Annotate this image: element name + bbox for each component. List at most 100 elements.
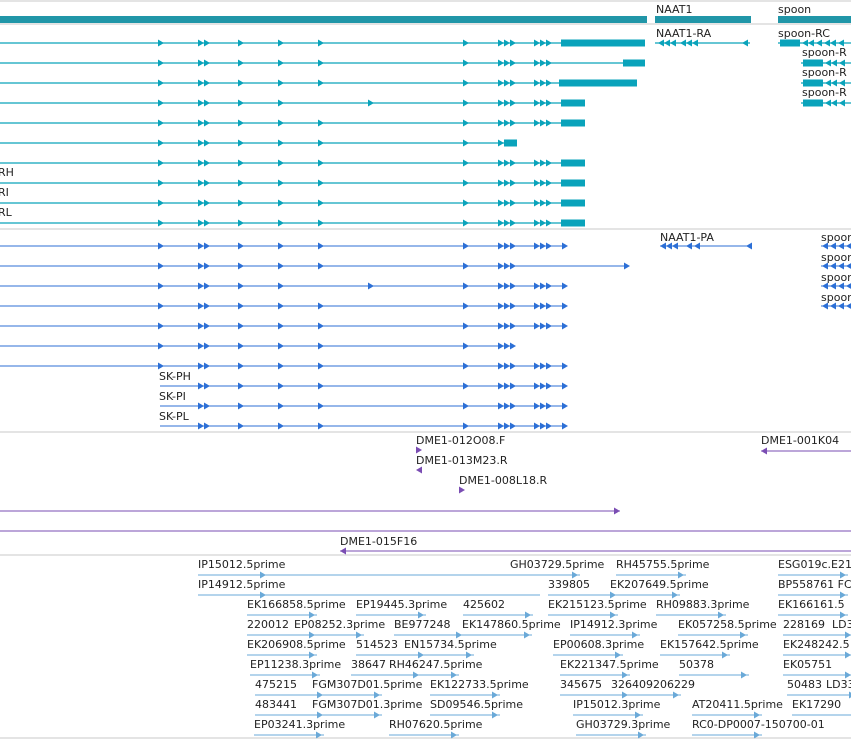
est-label[interactable]: 50483 <box>787 678 822 691</box>
est-label[interactable]: 483441 <box>255 698 297 711</box>
strand-arrow <box>534 59 540 67</box>
est-label[interactable]: IP14912.3prime <box>570 618 658 631</box>
est-label[interactable]: ESG019c.E21 <box>778 558 851 571</box>
est-label[interactable]: EP08252.3prime <box>294 618 386 631</box>
mrna-label-rl[interactable]: RL <box>0 206 12 219</box>
strand-arrow <box>463 79 469 87</box>
transcript-exon <box>561 119 585 127</box>
est-label[interactable]: GH03729.5prime <box>510 558 605 571</box>
est-label[interactable]: EK147860.5prime <box>462 618 561 631</box>
protein-label-spoon-2[interactable]: spoon <box>821 251 851 264</box>
est-label[interactable]: 345675 <box>560 678 602 691</box>
est-label[interactable]: RC0-DP0007-150700-01 <box>692 718 825 731</box>
strand-arrow <box>466 651 472 659</box>
mrna-label-spoon-r-3[interactable]: spoon-R <box>802 86 847 99</box>
est-label[interactable]: EK057258.5prime <box>678 618 777 631</box>
protein-label-spoon-4[interactable]: spoon <box>821 291 851 304</box>
mrna-label-naat1-ra[interactable]: NAAT1-RA <box>656 27 712 40</box>
strand-arrow <box>498 402 504 410</box>
est-label[interactable]: RH09883.3prime <box>656 598 750 611</box>
est-label[interactable]: EK166161.5 <box>778 598 845 611</box>
est-label[interactable]: LD3 <box>832 618 851 631</box>
strand-arrow <box>504 422 510 430</box>
est-label[interactable]: EK221347.5prime <box>560 658 659 671</box>
est-label[interactable]: EK122733.5prime <box>430 678 529 691</box>
strand-arrow <box>463 139 469 147</box>
gene-bar-spoon[interactable] <box>778 16 851 23</box>
clone-label-012o08[interactable]: DME1-012O08.F <box>416 434 506 447</box>
est-label[interactable]: 38647 <box>351 658 386 671</box>
est-label[interactable]: RH07620.5prime <box>389 718 483 731</box>
est-label[interactable]: EK207649.5prime <box>610 578 709 591</box>
est-label[interactable]: EP11238.3prime <box>250 658 342 671</box>
gene-label-naat1[interactable]: NAAT1 <box>656 3 693 16</box>
est-label[interactable]: LD33 <box>826 678 851 691</box>
strand-arrow <box>318 342 324 350</box>
mrna-label-spoon-r-1[interactable]: spoon-R <box>802 46 847 59</box>
est-label[interactable]: EK157642.5prime <box>660 638 759 651</box>
strand-arrow <box>368 282 374 290</box>
strand-arrow <box>510 342 516 350</box>
est-label[interactable]: EK05751 <box>783 658 833 671</box>
clone-label-008l18[interactable]: DME1-008L18.R <box>459 474 548 487</box>
strand-arrow <box>534 382 540 390</box>
est-label[interactable]: GH03729.3prime <box>576 718 671 731</box>
strand-arrow <box>534 422 540 430</box>
protein-label-sk-pl[interactable]: SK-PL <box>159 410 189 423</box>
est-label[interactable]: 339805 <box>548 578 590 591</box>
strand-arrow <box>492 711 498 719</box>
est-label[interactable]: 228169 <box>783 618 825 631</box>
strand-arrow <box>660 242 666 250</box>
est-label[interactable]: 475215 <box>255 678 297 691</box>
mrna-label-spoon-r-2[interactable]: spoon-R <box>802 66 847 79</box>
est-label[interactable]: IP15012.5prime <box>198 558 286 571</box>
est-label[interactable]: EK17290 <box>792 698 842 711</box>
mrna-label-rh[interactable]: RH <box>0 166 14 179</box>
gene-label-spoon[interactable]: spoon <box>778 3 812 16</box>
est-label[interactable]: 425602 <box>463 598 505 611</box>
protein-label-sk-ph[interactable]: SK-PH <box>159 370 191 383</box>
protein-label-spoon-3[interactable]: spoon <box>821 271 851 284</box>
strand-arrow <box>463 362 469 370</box>
gene-bar-left[interactable] <box>0 16 647 23</box>
est-label[interactable]: 326409206229 <box>611 678 695 691</box>
est-label[interactable]: EK206908.5prime <box>247 638 346 651</box>
clone-label-013m23[interactable]: DME1-013M23.R <box>416 454 508 467</box>
est-label[interactable]: AT20411.5prime <box>692 698 783 711</box>
strand-arrow <box>534 79 540 87</box>
strand-arrow <box>831 99 837 107</box>
gene-bar-naat1[interactable] <box>655 16 751 23</box>
est-label[interactable]: 514523 <box>356 638 398 651</box>
est-label[interactable]: FGM307D01.3prime <box>312 698 423 711</box>
est-label[interactable]: IP15012.3prime <box>573 698 661 711</box>
clone-label-015f16[interactable]: DME1-015F16 <box>340 535 418 548</box>
est-label[interactable]: FGM307D01.5prime <box>312 678 423 691</box>
protein-label-naat1-pa[interactable]: NAAT1-PA <box>660 231 714 244</box>
strand-arrow <box>686 242 692 250</box>
transcript-exon <box>561 179 585 187</box>
est-label[interactable]: EP19445.3prime <box>356 598 448 611</box>
strand-arrow <box>830 242 836 250</box>
clone-label-001k04[interactable]: DME1-001K04 <box>761 434 840 447</box>
est-label[interactable]: 50378 <box>679 658 714 671</box>
est-label[interactable]: BP558761 FC <box>778 578 851 591</box>
est-label[interactable]: EK166858.5prime <box>247 598 346 611</box>
strand-arrow <box>198 219 204 227</box>
strand-arrow <box>158 139 164 147</box>
est-label[interactable]: 220012 <box>247 618 289 631</box>
est-label[interactable]: RH45755.5prime <box>616 558 710 571</box>
est-label[interactable]: IP14912.5prime <box>198 578 286 591</box>
strand-arrow <box>540 322 546 330</box>
est-label[interactable]: EN15734.5prime <box>404 638 497 651</box>
est-label[interactable]: RH46247.5prime <box>389 658 483 671</box>
mrna-label-spoon-rc[interactable]: spoon-RC <box>778 27 830 40</box>
est-label[interactable]: EK215123.5prime <box>548 598 647 611</box>
est-label[interactable]: EP03241.3prime <box>254 718 346 731</box>
protein-label-sk-pi[interactable]: SK-PI <box>159 390 186 403</box>
est-label[interactable]: SD09546.5prime <box>430 698 523 711</box>
est-label[interactable]: BE977248 <box>394 618 451 631</box>
protein-label-spoon-1[interactable]: spoon <box>821 231 851 244</box>
est-label[interactable]: EK248242.5 <box>783 638 850 651</box>
mrna-label-ri[interactable]: RI <box>0 186 9 199</box>
est-label[interactable]: EP00608.3prime <box>553 638 645 651</box>
